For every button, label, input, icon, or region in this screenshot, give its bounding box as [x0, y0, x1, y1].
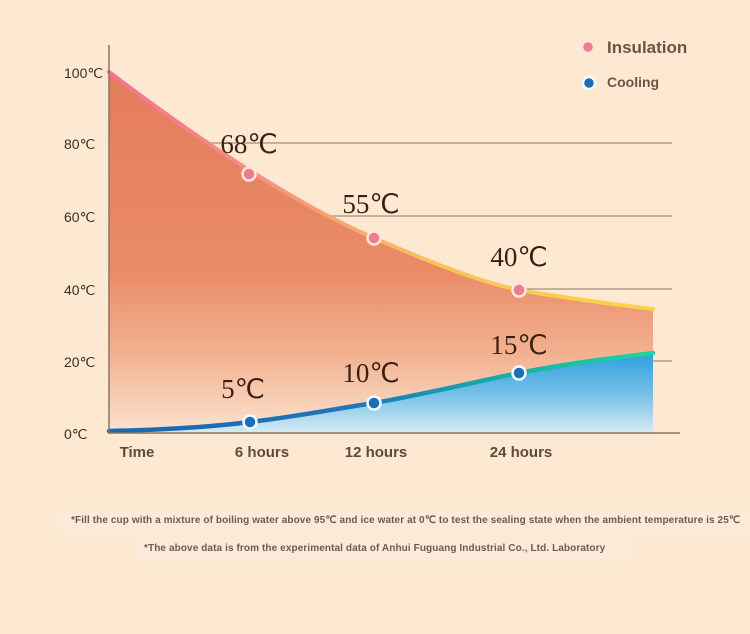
y-tick-label: 100℃	[64, 65, 103, 81]
insulation-line	[107, 70, 655, 311]
y-tick-label: 20℃	[64, 354, 95, 370]
legend-insulation-marker	[580, 39, 596, 55]
x-tick-labels: Time 6 hours 12 hours 24 hours	[120, 444, 553, 461]
cooling-label-6h: 5℃	[221, 374, 265, 404]
cooling-label-12h: 10℃	[342, 358, 399, 388]
y-tick-label: 0℃	[64, 426, 88, 442]
x-tick-label: Time	[120, 444, 155, 461]
insulation-label-24h: 40℃	[490, 242, 547, 272]
footnote-test-condition: *Fill the cup with a mixture of boiling …	[58, 508, 750, 534]
insulation-label-12h: 55℃	[342, 189, 399, 219]
y-tick-labels: 0℃ 20℃ 40℃ 60℃ 80℃ 100℃	[64, 65, 103, 442]
axes	[108, 45, 680, 434]
cooling-area	[109, 353, 653, 433]
legend: Insulation Cooling	[580, 38, 687, 91]
x-tick-label: 12 hours	[345, 444, 408, 461]
cooling-point-12h	[366, 395, 382, 411]
series-areas	[109, 72, 653, 433]
x-tick-label: 6 hours	[235, 444, 289, 461]
cooling-point-6h	[242, 414, 258, 430]
y-tick-label: 60℃	[64, 209, 95, 225]
cooling-point-24h	[511, 365, 527, 381]
x-tick-label: 24 hours	[490, 444, 553, 461]
footnote-data-source: *The above data is from the experimental…	[134, 536, 634, 562]
data-markers	[241, 166, 527, 430]
data-labels: 68℃ 55℃ 40℃ 5℃ 10℃ 15℃	[220, 129, 547, 404]
insulation-point-12h	[366, 230, 382, 246]
legend-cooling-label: Cooling	[607, 74, 659, 90]
legend-cooling-marker	[581, 75, 597, 91]
insulation-point-24h	[511, 282, 527, 298]
insulation-point-6h	[241, 166, 257, 182]
insulation-label-6h: 68℃	[220, 129, 277, 159]
y-tick-label: 80℃	[64, 136, 95, 152]
y-tick-label: 40℃	[64, 282, 95, 298]
cooling-label-24h: 15℃	[490, 330, 547, 360]
insulation-area	[109, 72, 653, 433]
legend-insulation-label: Insulation	[607, 38, 687, 57]
